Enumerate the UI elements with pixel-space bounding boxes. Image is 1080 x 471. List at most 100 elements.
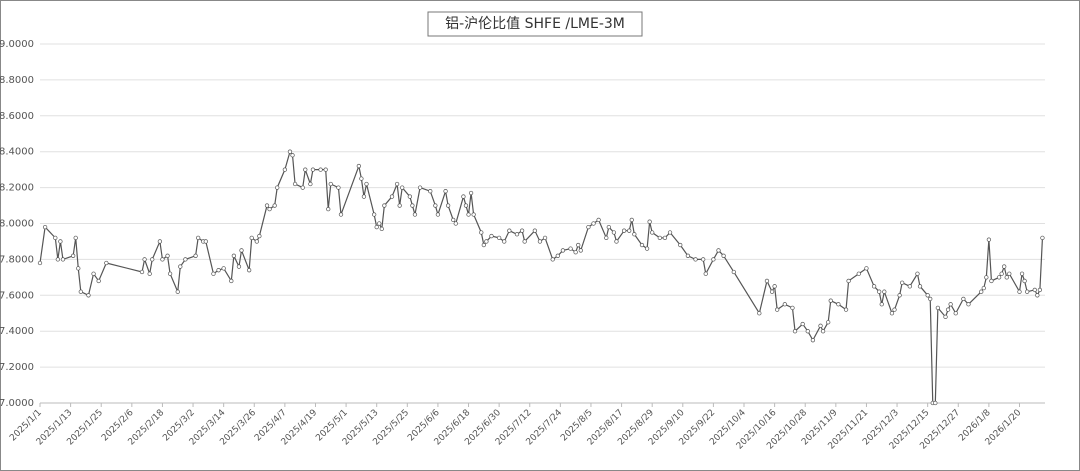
- y-tick-label: 7.4000: [0, 326, 34, 337]
- data-point: [644, 246, 650, 251]
- data-point: [986, 237, 992, 242]
- data-point: [400, 185, 405, 190]
- data-point: [193, 253, 198, 258]
- data-point: [364, 181, 369, 187]
- data-point: [650, 230, 655, 235]
- data-point: [310, 167, 316, 172]
- data-point: [769, 289, 775, 294]
- data-point: [532, 228, 537, 233]
- data-point: [711, 257, 716, 262]
- data-point: [410, 203, 415, 208]
- data-point: [685, 253, 691, 258]
- data-point: [300, 185, 305, 190]
- data-point: [879, 302, 884, 307]
- data-point: [935, 305, 941, 311]
- data-point: [249, 235, 254, 241]
- data-point: [703, 271, 708, 276]
- data-point: [519, 228, 525, 233]
- data-point: [979, 289, 984, 294]
- data-point: [522, 239, 527, 244]
- data-point: [555, 253, 560, 258]
- data-point: [629, 217, 634, 223]
- data-point: [157, 239, 163, 244]
- data-point: [810, 338, 816, 343]
- data-point: [877, 289, 882, 294]
- data-point: [471, 212, 476, 217]
- data-point: [417, 185, 423, 190]
- data-point: [481, 242, 486, 248]
- data-point: [203, 239, 208, 244]
- data-point: [953, 311, 958, 316]
- data-point: [1037, 287, 1043, 293]
- data-point: [667, 230, 673, 235]
- data-point: [657, 235, 662, 241]
- data-point: [433, 203, 438, 208]
- data-point: [996, 275, 1002, 280]
- data-point: [606, 224, 611, 230]
- data-point: [328, 181, 333, 187]
- data-point: [537, 239, 543, 244]
- data-point: [336, 185, 341, 190]
- data-point: [1022, 278, 1027, 284]
- data-point: [377, 221, 382, 226]
- data-point: [792, 329, 798, 334]
- data-point: [374, 224, 379, 230]
- data-point: [647, 219, 652, 224]
- data-point: [443, 189, 448, 194]
- data-point: [925, 293, 930, 298]
- data-point: [662, 235, 668, 241]
- data-point: [820, 329, 826, 334]
- data-point: [167, 271, 173, 276]
- data-point: [211, 271, 216, 276]
- data-point: [326, 206, 331, 212]
- data-point: [731, 269, 736, 275]
- data-point: [621, 228, 627, 233]
- data-point: [917, 284, 923, 289]
- data-point: [264, 203, 270, 208]
- data-point: [828, 298, 833, 303]
- data-point: [889, 311, 895, 316]
- y-tick-label: 7.2000: [0, 362, 34, 373]
- chart-title: 铝-沪伦比值 SHFE /LME-3M: [445, 16, 625, 32]
- data-point: [864, 266, 869, 271]
- data-point: [359, 176, 364, 181]
- data-point: [966, 302, 971, 307]
- data-point: [818, 323, 823, 328]
- data-point: [484, 239, 489, 244]
- data-point: [981, 285, 986, 291]
- y-tick-label: 8.4000: [0, 147, 34, 158]
- data-point: [578, 248, 583, 253]
- data-point: [576, 242, 581, 248]
- data-point: [933, 400, 938, 406]
- data-point: [846, 278, 851, 284]
- data-point: [275, 185, 280, 190]
- data-point: [382, 203, 387, 208]
- data-point: [945, 307, 951, 312]
- data-point: [984, 275, 989, 280]
- data-point: [514, 232, 520, 237]
- data-point: [843, 307, 849, 312]
- data-point: [721, 253, 726, 258]
- data-point: [394, 181, 400, 187]
- data-point: [150, 257, 155, 262]
- data-point: [428, 189, 433, 194]
- data-point: [147, 271, 152, 276]
- data-point: [361, 194, 367, 199]
- data-point: [915, 271, 920, 276]
- data-point: [183, 257, 188, 262]
- y-tick-label: 7.0000: [0, 398, 34, 409]
- data-point: [790, 305, 795, 311]
- data-point: [379, 226, 384, 232]
- data-point: [591, 221, 596, 226]
- data-point: [882, 289, 887, 294]
- data-point: [716, 248, 721, 253]
- data-point: [267, 206, 272, 212]
- data-point: [948, 302, 953, 307]
- data-point: [165, 253, 170, 258]
- data-point: [178, 264, 183, 269]
- data-point: [55, 257, 61, 262]
- data-point: [139, 269, 145, 275]
- data-point: [160, 257, 165, 262]
- data-point: [871, 284, 877, 289]
